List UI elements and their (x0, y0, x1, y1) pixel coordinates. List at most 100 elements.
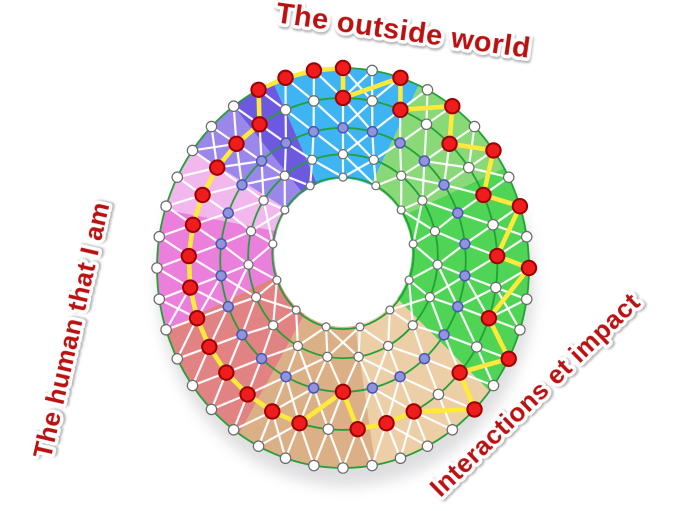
violet-node[interactable] (215, 238, 227, 250)
white-node[interactable] (268, 239, 278, 249)
red-node[interactable] (441, 135, 458, 152)
violet-node[interactable] (418, 155, 431, 167)
white-node[interactable] (160, 324, 172, 336)
white-node[interactable] (487, 379, 500, 392)
white-node[interactable] (490, 281, 502, 294)
white-node[interactable] (514, 324, 526, 336)
white-node[interactable] (408, 239, 418, 249)
red-node[interactable] (201, 338, 218, 356)
red-node[interactable] (188, 310, 206, 327)
white-node[interactable] (366, 64, 378, 77)
white-node[interactable] (338, 172, 348, 182)
white-node[interactable] (468, 120, 481, 133)
red-node[interactable] (209, 159, 226, 176)
white-node[interactable] (421, 440, 434, 453)
red-node[interactable] (194, 186, 211, 204)
white-node[interactable] (368, 154, 380, 165)
white-node[interactable] (322, 423, 335, 435)
red-node[interactable] (392, 101, 409, 119)
red-node[interactable] (475, 186, 492, 204)
white-node[interactable] (151, 262, 163, 274)
white-node[interactable] (420, 118, 433, 131)
white-node[interactable] (279, 104, 292, 116)
white-node[interactable] (366, 95, 379, 107)
white-node[interactable] (306, 154, 318, 165)
violet-node[interactable] (459, 238, 471, 250)
violet-node[interactable] (438, 329, 450, 341)
red-node[interactable] (485, 142, 502, 159)
white-node[interactable] (153, 230, 166, 243)
white-node[interactable] (424, 292, 436, 303)
white-node[interactable] (227, 424, 240, 436)
white-node[interactable] (421, 83, 434, 96)
sector-purple-deep[interactable] (233, 82, 318, 194)
white-node[interactable] (307, 95, 320, 107)
white-node[interactable] (258, 195, 269, 206)
white-node[interactable] (355, 322, 365, 332)
white-node[interactable] (279, 452, 292, 465)
white-node[interactable] (520, 293, 533, 306)
red-node[interactable] (489, 247, 506, 265)
violet-node[interactable] (366, 382, 379, 394)
violet-node[interactable] (452, 207, 464, 219)
white-node[interactable] (432, 388, 445, 401)
violet-node[interactable] (255, 155, 268, 167)
white-node[interactable] (366, 459, 378, 472)
red-node[interactable] (264, 403, 281, 420)
white-node[interactable] (205, 403, 218, 416)
white-node[interactable] (272, 275, 282, 285)
red-node[interactable] (444, 97, 461, 115)
red-node[interactable] (239, 386, 256, 403)
white-node[interactable] (322, 351, 333, 363)
red-node[interactable] (500, 350, 517, 367)
white-node[interactable] (394, 452, 407, 465)
white-node[interactable] (432, 259, 443, 270)
white-node[interactable] (268, 320, 279, 331)
violet-node[interactable] (255, 352, 268, 365)
violet-node[interactable] (459, 270, 471, 282)
white-node[interactable] (353, 351, 364, 363)
white-node[interactable] (404, 275, 414, 285)
white-node[interactable] (243, 259, 254, 270)
red-node[interactable] (334, 59, 352, 77)
red-node[interactable] (334, 383, 352, 401)
red-node[interactable] (378, 414, 395, 432)
violet-node[interactable] (438, 179, 450, 191)
red-node[interactable] (480, 310, 498, 327)
violet-node[interactable] (307, 125, 320, 138)
red-node[interactable] (250, 81, 267, 98)
red-node[interactable] (305, 62, 323, 79)
violet-node[interactable] (394, 137, 406, 149)
red-node[interactable] (392, 69, 409, 86)
red-node[interactable] (334, 89, 352, 107)
white-node[interactable] (470, 341, 483, 353)
violet-node[interactable] (337, 122, 349, 134)
white-node[interactable] (429, 226, 441, 237)
white-node[interactable] (462, 161, 475, 174)
violet-node[interactable] (222, 207, 234, 219)
white-node[interactable] (245, 226, 257, 237)
violet-node[interactable] (222, 300, 234, 313)
white-node[interactable] (252, 440, 265, 453)
white-node[interactable] (280, 205, 290, 215)
sector-pink[interactable] (157, 209, 278, 330)
white-node[interactable] (186, 144, 199, 157)
white-node[interactable] (308, 459, 320, 472)
white-node[interactable] (371, 181, 381, 191)
white-node[interactable] (205, 120, 218, 133)
red-node[interactable] (466, 401, 483, 418)
white-node[interactable] (396, 205, 406, 215)
white-node[interactable] (382, 340, 394, 352)
red-node[interactable] (277, 69, 294, 86)
white-node[interactable] (227, 100, 240, 112)
red-node[interactable] (405, 403, 422, 420)
white-node[interactable] (171, 352, 184, 365)
violet-node[interactable] (418, 352, 431, 365)
red-node[interactable] (251, 116, 268, 133)
white-node[interactable] (407, 320, 418, 331)
red-node[interactable] (184, 216, 202, 233)
white-node[interactable] (337, 462, 349, 474)
white-node[interactable] (160, 200, 172, 212)
white-node[interactable] (171, 171, 184, 184)
violet-node[interactable] (307, 382, 320, 394)
